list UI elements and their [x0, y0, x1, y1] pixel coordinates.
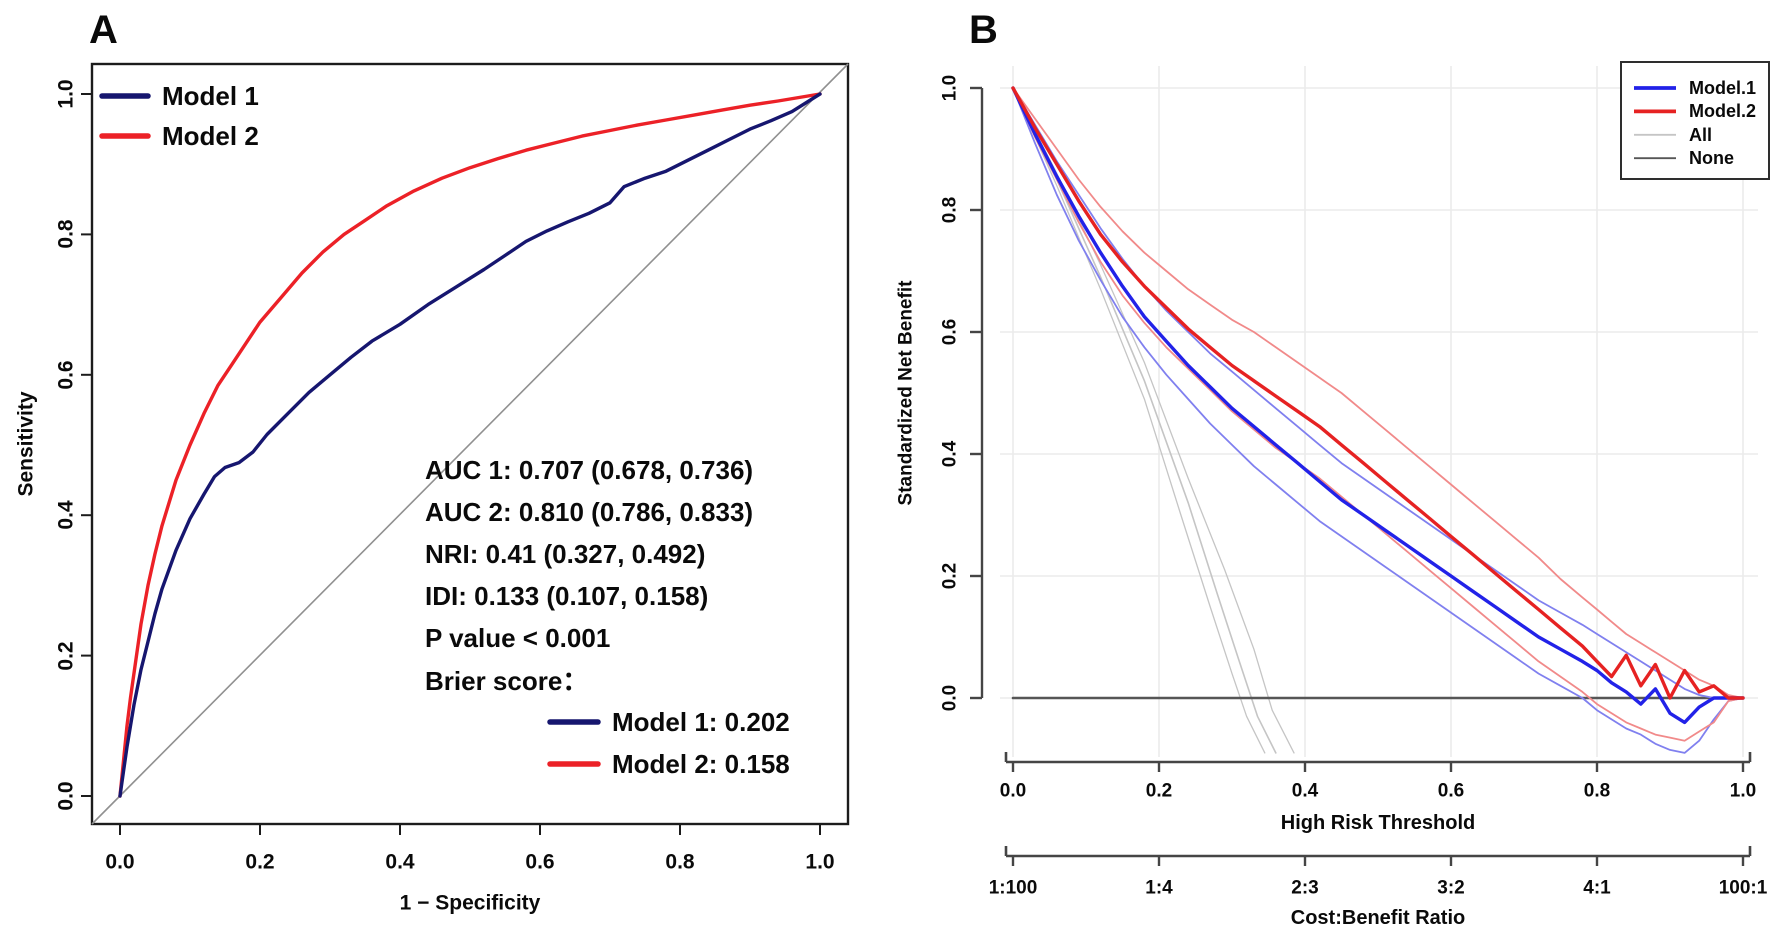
panel-a-x-tick-label: 0.2: [245, 850, 275, 874]
panel-a-x-tick-label: 0.8: [665, 850, 695, 874]
panel-b-x-tick-label: 0.6: [1437, 780, 1465, 802]
panel-a-plot-box: [90, 62, 850, 826]
panel-b-y-axis-title: Standardized Net Benefit: [895, 280, 917, 506]
dca-curve-all-lower-ci: [1012, 87, 1266, 754]
annotation-idi: IDI: 0.133 (0.107, 0.158): [425, 581, 709, 611]
panel-a-y-tick-label: 0.6: [54, 360, 78, 390]
panel-b-y-tick-label: 0.6: [939, 318, 961, 346]
panel-a-y-tick-label: 0.2: [54, 640, 78, 671]
panel-b-x-tick-label: 1.0: [1729, 780, 1757, 802]
panel-b-ratio-tick-label: 3:2: [1437, 877, 1465, 899]
panel-b-ratio-tick-label: 1:100: [988, 877, 1038, 899]
dca-curve-model-2-upper-ci: [1012, 87, 1744, 699]
panel-b-legend-label-model2: Model.2: [1689, 101, 1757, 121]
panel-b-legend-label-none: None: [1689, 148, 1734, 168]
panel-b-legend-label-all: All: [1689, 125, 1713, 145]
panel-b-legend-label-model1: Model.1: [1689, 78, 1757, 98]
panel-b-y-tick-label: 0.2: [939, 562, 961, 590]
panel-b-x-tick-label: 0.0: [999, 780, 1027, 802]
annotation-nri: NRI: 0.41 (0.327, 0.492): [425, 539, 706, 569]
panel-b-x-tick-label: 0.4: [1291, 780, 1319, 802]
annotation-brier-heading: Brier score：: [425, 666, 589, 696]
dca-curve-model-1: [1011, 86, 1745, 725]
brier-model1-label: Model 1: 0.202: [612, 707, 790, 737]
panel-b-x-axis-title: High Risk Threshold: [1280, 812, 1476, 834]
panel-b-x-tick-label: 0.2: [1145, 780, 1173, 802]
brier-model2-label: Model 2: 0.158: [612, 749, 790, 779]
panel-a-x-axis-title: 1 − Specificity: [399, 891, 541, 915]
panel-b-y-tick-label: 0.4: [939, 440, 961, 468]
panel-a-x-tick-label: 0.4: [385, 850, 415, 874]
panel-b-ratio-tick-label: 100:1: [1718, 877, 1768, 899]
panel-a-x-tick-label: 0.0: [105, 850, 135, 874]
panel-a-legend-label-model1: Model 1: [162, 81, 259, 111]
dca-curve-all: [1012, 87, 1277, 754]
panel-a-label: A: [89, 8, 119, 52]
dca-curve-model-2: [1011, 86, 1745, 700]
panel-b-label: B: [969, 8, 999, 52]
dca-curve-all-upper-ci: [1012, 87, 1295, 754]
annotation-auc1: AUC 1: 0.707 (0.678, 0.736): [425, 455, 754, 485]
panel-a-legend-label-model2: Model 2: [162, 121, 259, 151]
panel-a-y-tick-label: 0.0: [54, 781, 78, 811]
panel-b-legend-box: [1620, 61, 1770, 180]
panel-b-y-tick-label: 1.0: [939, 74, 961, 102]
panel-b-y-tick-label: 0.8: [939, 196, 961, 224]
roc-curve-model-2-roc: [118, 92, 822, 798]
panel-b-x-tick-label: 0.8: [1583, 780, 1611, 802]
panel-b-y-tick-label: 0.0: [939, 684, 961, 712]
panel-b-ratio-tick-label: 1:4: [1145, 877, 1173, 899]
panel-b-ratio-tick-label: 4:1: [1583, 877, 1611, 899]
roc-curve-model-1-roc: [118, 92, 822, 798]
dca-curve-model-1-lower-ci: [1012, 87, 1744, 754]
panel-a-x-tick-label: 1.0: [805, 850, 835, 874]
panel-b-ratio-tick-label: 2:3: [1291, 877, 1319, 899]
annotation-auc2: AUC 2: 0.810 (0.786, 0.833): [425, 497, 754, 527]
panel-a-y-tick-label: 1.0: [54, 79, 78, 109]
panel-a-y-tick-label: 0.4: [54, 500, 78, 530]
chance-diagonal-line: [91, 63, 849, 825]
panel-a-x-tick-label: 0.6: [525, 850, 555, 874]
panel-a-y-tick-label: 0.8: [54, 219, 78, 249]
dca-curve-model-2-lower-ci: [1012, 87, 1744, 742]
annotation-p-value: P value < 0.001: [425, 623, 611, 653]
panel-a-y-axis-title: Sensitivity: [14, 391, 38, 497]
panel-b-secondary-axis-title: Cost:Benefit Ratio: [1290, 907, 1466, 929]
